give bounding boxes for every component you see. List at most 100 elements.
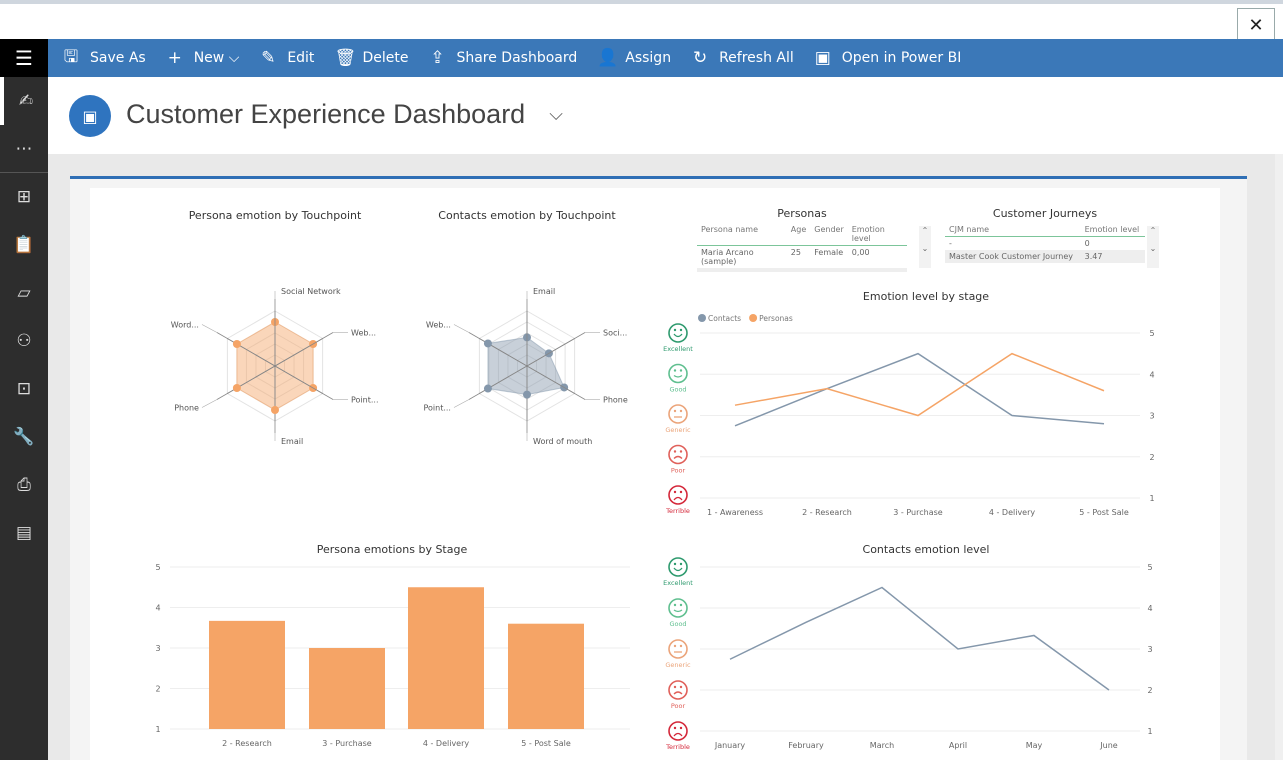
open-in-power-bi-button[interactable]: ▣ Open in Power BI [814,48,962,68]
radar-leader [201,324,218,333]
personas-table: Personas Persona name Age Gender Emotion le… [697,207,907,272]
emotion-label: Generic [665,661,691,669]
smiley-eye [673,685,677,689]
refresh-all-button[interactable]: ↻ Refresh All [691,48,794,68]
documents-icon[interactable]: ▱ [17,283,31,303]
chevron-down-icon: ⌵ [228,50,240,66]
smiley-mouth [673,455,683,459]
smiley-eye [673,409,677,413]
personas-icon[interactable]: ⊡ [16,379,32,399]
vertical-scrollbar[interactable] [1275,154,1283,760]
smiley-mouth [673,732,683,737]
radar-axis-label: Soci... [603,329,627,338]
y-tick-label: 3 [1147,645,1152,654]
legend-label: Contacts [708,314,741,323]
chart-title: Contacts emotion level [863,543,990,556]
column-header[interactable]: Emotion level [1080,223,1145,237]
column-header[interactable]: Gender [810,223,848,246]
x-tick-label: 4 - Delivery [989,508,1036,517]
journeys-scrollbar[interactable]: ⌃ ⌄ [1147,226,1159,268]
smiley-eye [673,644,677,648]
y-tick-label: 5 [1149,329,1154,338]
emotion-label: Poor [671,702,686,710]
x-tick-label: 2 - Research [802,508,852,517]
assign-button[interactable]: 👤 Assign [597,48,671,68]
smiley-eye [673,603,677,607]
reports-icon[interactable]: ⎙ [17,475,31,495]
radar-axis-label: Email [281,437,303,446]
refresh-icon: ↻ [692,48,708,68]
journeys-table-title: Customer Journeys [992,207,1098,220]
save-as-button[interactable]: 🖫 Save As [62,44,146,73]
emotion-good-icon [668,598,688,618]
legend-marker [698,314,706,322]
column-header[interactable]: CJM name [945,223,1081,237]
column-header[interactable]: Emotion level [847,223,907,246]
dashboard-selector-chevron-icon[interactable]: ⌵ [549,104,563,125]
smiley-eye [673,562,677,566]
series-line-contacts [734,352,1105,427]
radar-leader [201,399,218,408]
power-bi-label: Open in Power BI [841,50,962,66]
hamburger-menu-icon[interactable]: ☰ [0,39,48,77]
smiley-eye [679,369,683,372]
cell: - [949,239,952,248]
emotion-poor-icon [668,444,688,465]
refresh-label: Refresh All [719,50,794,66]
emotion-generic-icon [668,639,688,659]
dashboard-icon: ▣ [69,95,111,137]
table-row[interactable]: Maria Arcano (sample) 25 Female 0,00 [697,246,907,271]
more-icon[interactable]: ⋯ [0,125,48,173]
save-as-icon: 🖫 [63,46,79,67]
edit-button[interactable]: ✎ Edit [259,48,314,68]
smiley-mouth [673,374,683,378]
chart-title: Persona emotion by Touchpoint [189,209,362,222]
pages-icon[interactable]: ▤ [15,523,33,543]
smiley-mouth [673,496,683,501]
legend-marker [749,314,758,322]
dashboards-icon[interactable]: ⊞ [16,187,32,207]
emotion-label: Generic [665,426,691,434]
y-tick-label: 2 [155,685,160,694]
column-header[interactable]: Persona name [697,223,787,246]
smiley-eye [679,328,683,332]
column-header[interactable]: Age [786,223,811,246]
emotion-terrible-icon [668,485,688,505]
new-label: New [193,50,225,66]
user-edit-icon[interactable]: ✍ [0,77,48,125]
emotion-generic-icon [668,404,688,424]
smiley-eye [673,369,677,372]
radar-axis-label: Word... [171,321,199,330]
share-icon: ⇪ [430,48,445,68]
x-tick-label: April [949,741,967,750]
cell: 25 [790,248,801,257]
delete-label: Delete [362,50,409,66]
new-button[interactable]: + New ⌵ [166,48,240,68]
smiley-eye [673,726,677,730]
tasks-icon[interactable]: 📋 [13,235,35,255]
wrench-icon[interactable]: 🔧 [13,427,35,447]
table-row[interactable]: -0 [945,237,1145,251]
personas-scrollbar[interactable]: ⌃ ⌄ [919,226,931,268]
x-tick-label: February [788,741,824,750]
x-tick-label: May [1026,741,1043,750]
emotion-label: Excellent [663,579,693,587]
contacts-icon[interactable]: ⚇ [16,331,32,351]
table-row[interactable]: Master Cook Customer Journey 3.47 [945,250,1145,263]
delete-button[interactable]: 🗑 Delete [334,48,408,68]
smiley-eye [673,490,677,494]
plus-icon: + [167,48,182,68]
smiley-eye [679,685,683,689]
smiley-eye [679,409,683,413]
chart-title: Emotion level by stage [863,290,989,303]
cell: 0,00 [851,248,870,257]
y-tick-label: 4 [1149,370,1154,379]
edit-label: Edit [287,50,315,66]
share-dashboard-button[interactable]: ⇪ Share Dashboard [428,48,577,68]
radar-axis-label: Web... [426,321,451,330]
series-line-personas [734,352,1105,417]
y-tick-label: 2 [1147,686,1152,695]
x-tick-label: 5 - Post Sale [521,739,571,748]
radar-axis-label: Phone [174,404,199,413]
emotion-label: Good [669,386,686,394]
